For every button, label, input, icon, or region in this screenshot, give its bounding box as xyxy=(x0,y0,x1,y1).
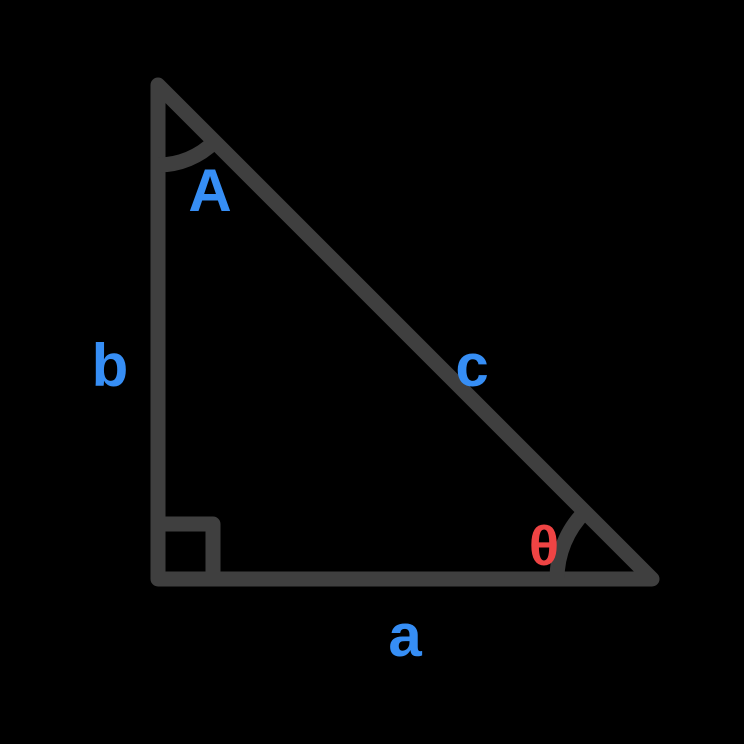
side-label-c: c xyxy=(455,332,488,399)
right-angle-marker xyxy=(158,524,213,579)
angle-label-A: A xyxy=(188,157,231,224)
side-label-b: b xyxy=(92,332,129,399)
side-label-a: a xyxy=(388,602,422,669)
angle-label-theta: θ xyxy=(529,514,559,577)
triangle-diagram: A b c a θ xyxy=(0,0,744,744)
triangle-outline xyxy=(158,85,652,579)
angle-arc-right xyxy=(557,512,585,579)
